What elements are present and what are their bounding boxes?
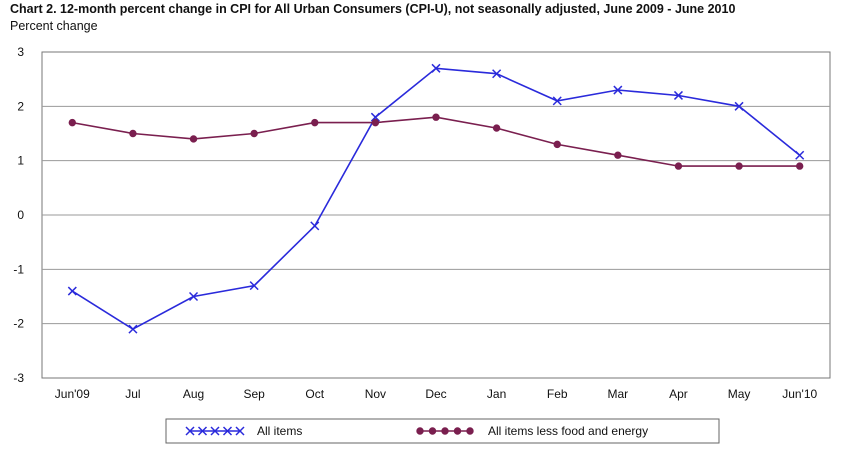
legend-item-core: All items less food and energy <box>416 424 648 438</box>
data-point <box>674 162 683 170</box>
legend-item-all-items: All items <box>185 424 302 438</box>
data-point <box>311 118 319 127</box>
legend-marker <box>222 426 233 436</box>
legend-marker <box>441 427 449 435</box>
data-point <box>492 124 501 132</box>
legend-label-all-items: All items <box>257 424 302 438</box>
data-point <box>431 63 441 73</box>
x-tick-label: Jan <box>487 387 506 401</box>
legend: All items All items less food and energy <box>165 418 720 444</box>
legend-marker <box>185 426 195 436</box>
data-point <box>371 118 380 127</box>
y-tick-label: -2 <box>13 317 24 331</box>
y-tick-labels: 3 2 1 0 -1 -2 -3 <box>13 45 24 385</box>
data-point <box>189 291 199 302</box>
gridlines <box>42 105 830 325</box>
x-tick-label: Mar <box>608 387 629 401</box>
data-point <box>128 324 138 334</box>
data-point <box>735 162 743 170</box>
data-point <box>250 129 258 138</box>
data-point <box>492 69 502 79</box>
data-point <box>613 85 623 95</box>
data-point <box>129 129 137 138</box>
data-point <box>552 96 562 106</box>
data-point <box>795 162 804 170</box>
legend-markers-core <box>416 427 474 435</box>
x-tick-label: Apr <box>669 387 688 401</box>
data-point <box>795 150 805 160</box>
y-axis-label: Percent change <box>10 19 98 33</box>
data-point <box>67 286 77 296</box>
x-tick-labels: Jun'09 Jul Aug Sep Oct Nov Dec Jan Feb Mar Apr May J… <box>55 387 818 401</box>
x-tick-label: Nov <box>365 387 386 401</box>
legend-markers-all-items <box>185 426 245 436</box>
y-tick-label: 0 <box>17 208 24 222</box>
y-tick-label: -1 <box>13 262 24 276</box>
y-tick-label: 1 <box>17 154 24 168</box>
x-tick-label: Jul <box>125 387 140 401</box>
data-point <box>553 140 561 149</box>
legend-marker <box>428 427 437 435</box>
series-group <box>67 63 805 334</box>
x-tick-label: Aug <box>183 387 204 401</box>
legend-marker <box>197 426 208 436</box>
y-tick-label: 3 <box>17 45 24 59</box>
x-tick-label: May <box>728 387 751 401</box>
data-point <box>734 101 744 111</box>
x-tick-label: Jun'10 <box>782 387 817 401</box>
chart-title: Chart 2. 12-month percent change in CPI … <box>10 2 736 16</box>
x-tick-label: Oct <box>305 387 324 401</box>
data-point <box>614 151 622 159</box>
data-point <box>310 221 320 231</box>
data-point <box>189 135 198 143</box>
x-tick-label: Jun'09 <box>55 387 90 401</box>
y-tick-label: 2 <box>17 99 24 113</box>
x-tick-label: Dec <box>425 387 446 401</box>
x-tick-label: Feb <box>547 387 568 401</box>
data-point <box>249 281 259 291</box>
legend-marker <box>210 426 220 436</box>
legend-label-core: All items less food and energy <box>488 424 648 438</box>
y-tick-label: -3 <box>13 371 24 385</box>
legend-marker <box>466 427 474 435</box>
legend-marker <box>416 427 424 435</box>
data-point <box>673 90 683 100</box>
legend-marker <box>235 426 245 436</box>
legend-marker <box>453 427 462 435</box>
data-point <box>432 113 440 121</box>
data-point <box>370 112 380 122</box>
x-tick-label: Sep <box>243 387 265 401</box>
data-point <box>68 118 77 127</box>
